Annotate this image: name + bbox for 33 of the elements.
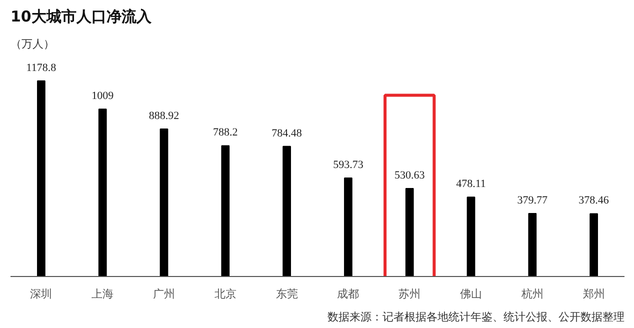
source-note: 数据来源：记者根据各地统计年鉴、统计公报、公开数据整理 bbox=[328, 310, 624, 324]
bar bbox=[37, 80, 46, 276]
bar bbox=[590, 213, 598, 276]
x-tick-label: 成都 bbox=[337, 288, 360, 300]
data-label: 593.73 bbox=[333, 158, 364, 171]
x-tick-label: 苏州 bbox=[398, 288, 421, 300]
data-label: 788.2 bbox=[213, 126, 238, 139]
data-label: 379.77 bbox=[517, 194, 548, 206]
bar bbox=[466, 196, 476, 276]
data-label: 1178.8 bbox=[26, 62, 57, 74]
data-label: 530.63 bbox=[394, 169, 426, 182]
y-axis-title: （万人） bbox=[10, 38, 54, 50]
bar bbox=[528, 212, 537, 276]
data-label: 378.46 bbox=[578, 194, 610, 207]
bar bbox=[160, 128, 168, 276]
x-tick-label: 郑州 bbox=[582, 288, 605, 300]
x-tick-label: 东莞 bbox=[276, 288, 298, 300]
data-label: 888.92 bbox=[148, 110, 180, 122]
x-tick-label: 佛山 bbox=[460, 288, 482, 300]
data-label: 1009 bbox=[92, 90, 114, 102]
data-label: 784.48 bbox=[272, 127, 302, 140]
x-tick-label: 深圳 bbox=[30, 288, 52, 300]
bar bbox=[221, 145, 230, 276]
bar bbox=[344, 177, 352, 276]
data-label: 478.11 bbox=[456, 178, 486, 190]
bar bbox=[405, 188, 414, 276]
bar bbox=[98, 108, 107, 276]
x-tick-label: 杭州 bbox=[520, 288, 544, 300]
x-tick-label: 北京 bbox=[214, 288, 236, 300]
x-tick-label: 广州 bbox=[153, 288, 175, 300]
x-tick-label: 上海 bbox=[92, 288, 114, 300]
chart-title: 10大城市人口净流入 bbox=[10, 8, 152, 26]
bar bbox=[282, 146, 291, 276]
